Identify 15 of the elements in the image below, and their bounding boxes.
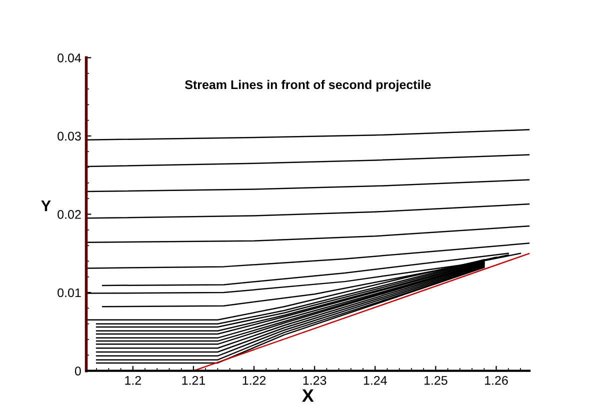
x-tick-label: 1.22 — [242, 376, 266, 385]
y-tick-label: 0.03 — [58, 132, 81, 141]
y-axis-title: Y — [41, 200, 51, 212]
x-tick-label: 1.21 — [182, 376, 206, 385]
text: Stream Lines in front of second projectile — [184, 80, 431, 92]
y-tick-label: 0.01 — [58, 288, 81, 298]
x-tick-label: 1.24 — [364, 376, 387, 385]
y-tick-label: 0.02 — [58, 210, 81, 219]
x-tick-label: 1.25 — [424, 376, 448, 385]
y-tick-label: 0 — [74, 366, 81, 376]
x-tick-label: 1.26 — [485, 376, 508, 385]
y-tick-label: 0.04 — [58, 53, 82, 62]
x-axis-title: X — [302, 389, 314, 402]
x-tick-label: 1.2 — [125, 376, 141, 385]
x-tick-label: 1.23 — [303, 376, 326, 385]
